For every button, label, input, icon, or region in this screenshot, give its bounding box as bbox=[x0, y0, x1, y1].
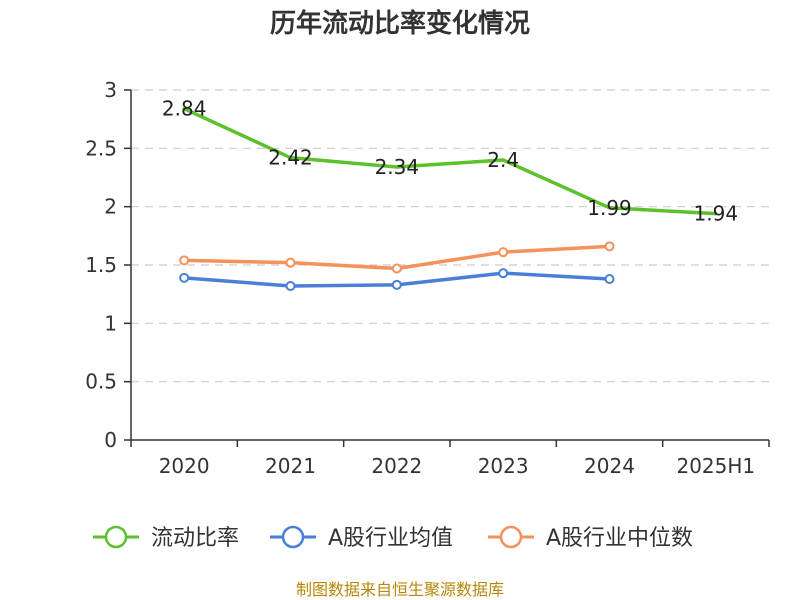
series-point bbox=[498, 268, 509, 279]
series-point bbox=[285, 281, 296, 291]
legend-label: A股行业均值 bbox=[328, 526, 453, 551]
series-point bbox=[604, 274, 615, 284]
series-point bbox=[498, 247, 509, 258]
y-tick-label: 2.5 bbox=[85, 136, 117, 160]
data-label: 2.42 bbox=[268, 146, 313, 170]
data-labels: 2.84 2.42 2.34 2.4 1.99 1.94 bbox=[162, 97, 738, 226]
axes: 0 0.5 1 1.5 2 2.5 3 2020 2021 2022 2023 2024 2025H1 bbox=[85, 78, 770, 478]
x-tick-label: 2022 bbox=[371, 454, 422, 478]
legend-label: 流动比率 bbox=[151, 526, 239, 551]
y-tick-label: 0 bbox=[104, 428, 117, 452]
legend-item[interactable]: 流动比率 bbox=[93, 525, 239, 551]
series-point bbox=[179, 255, 190, 266]
x-tick-label: 2021 bbox=[265, 454, 316, 478]
series-point bbox=[391, 263, 402, 274]
x-tick-label: 2023 bbox=[478, 454, 529, 478]
legend-label: A股行业中位数 bbox=[546, 526, 693, 551]
data-label: 2.34 bbox=[375, 155, 420, 179]
legend-marker-icon bbox=[499, 525, 523, 549]
legend-marker-icon bbox=[281, 525, 305, 549]
series-point bbox=[179, 272, 190, 283]
series-line bbox=[182, 106, 718, 216]
y-tick-label: 3 bbox=[104, 78, 117, 102]
y-tick-label: 2 bbox=[104, 195, 117, 219]
chart-title: 历年流动比率变化情况 bbox=[270, 8, 530, 39]
y-tick-label: 1 bbox=[104, 311, 117, 335]
data-label: 2.84 bbox=[162, 97, 207, 121]
series-point bbox=[285, 257, 296, 268]
series-point bbox=[604, 241, 615, 252]
legend-item[interactable]: A股行业中位数 bbox=[488, 525, 693, 551]
series-group bbox=[179, 106, 718, 291]
x-tick-label: 2025H1 bbox=[676, 454, 755, 478]
legend[interactable]: 流动比率 A股行业均值 A股行业中位数 bbox=[93, 525, 693, 551]
legend-item[interactable]: A股行业均值 bbox=[270, 525, 453, 551]
x-tick-label: 2020 bbox=[159, 454, 210, 478]
data-label: 1.94 bbox=[694, 202, 739, 226]
grid-lines bbox=[131, 89, 769, 383]
legend-marker-icon bbox=[104, 525, 128, 549]
y-tick-label: 0.5 bbox=[85, 370, 117, 394]
y-tick-label: 1.5 bbox=[85, 253, 117, 277]
series-point bbox=[391, 279, 402, 290]
x-tick-label: 2024 bbox=[584, 454, 635, 478]
data-label: 1.99 bbox=[587, 196, 632, 220]
source-note: 制图数据来自恒生聚源数据库 bbox=[296, 580, 504, 599]
data-label: 2.4 bbox=[487, 148, 519, 172]
